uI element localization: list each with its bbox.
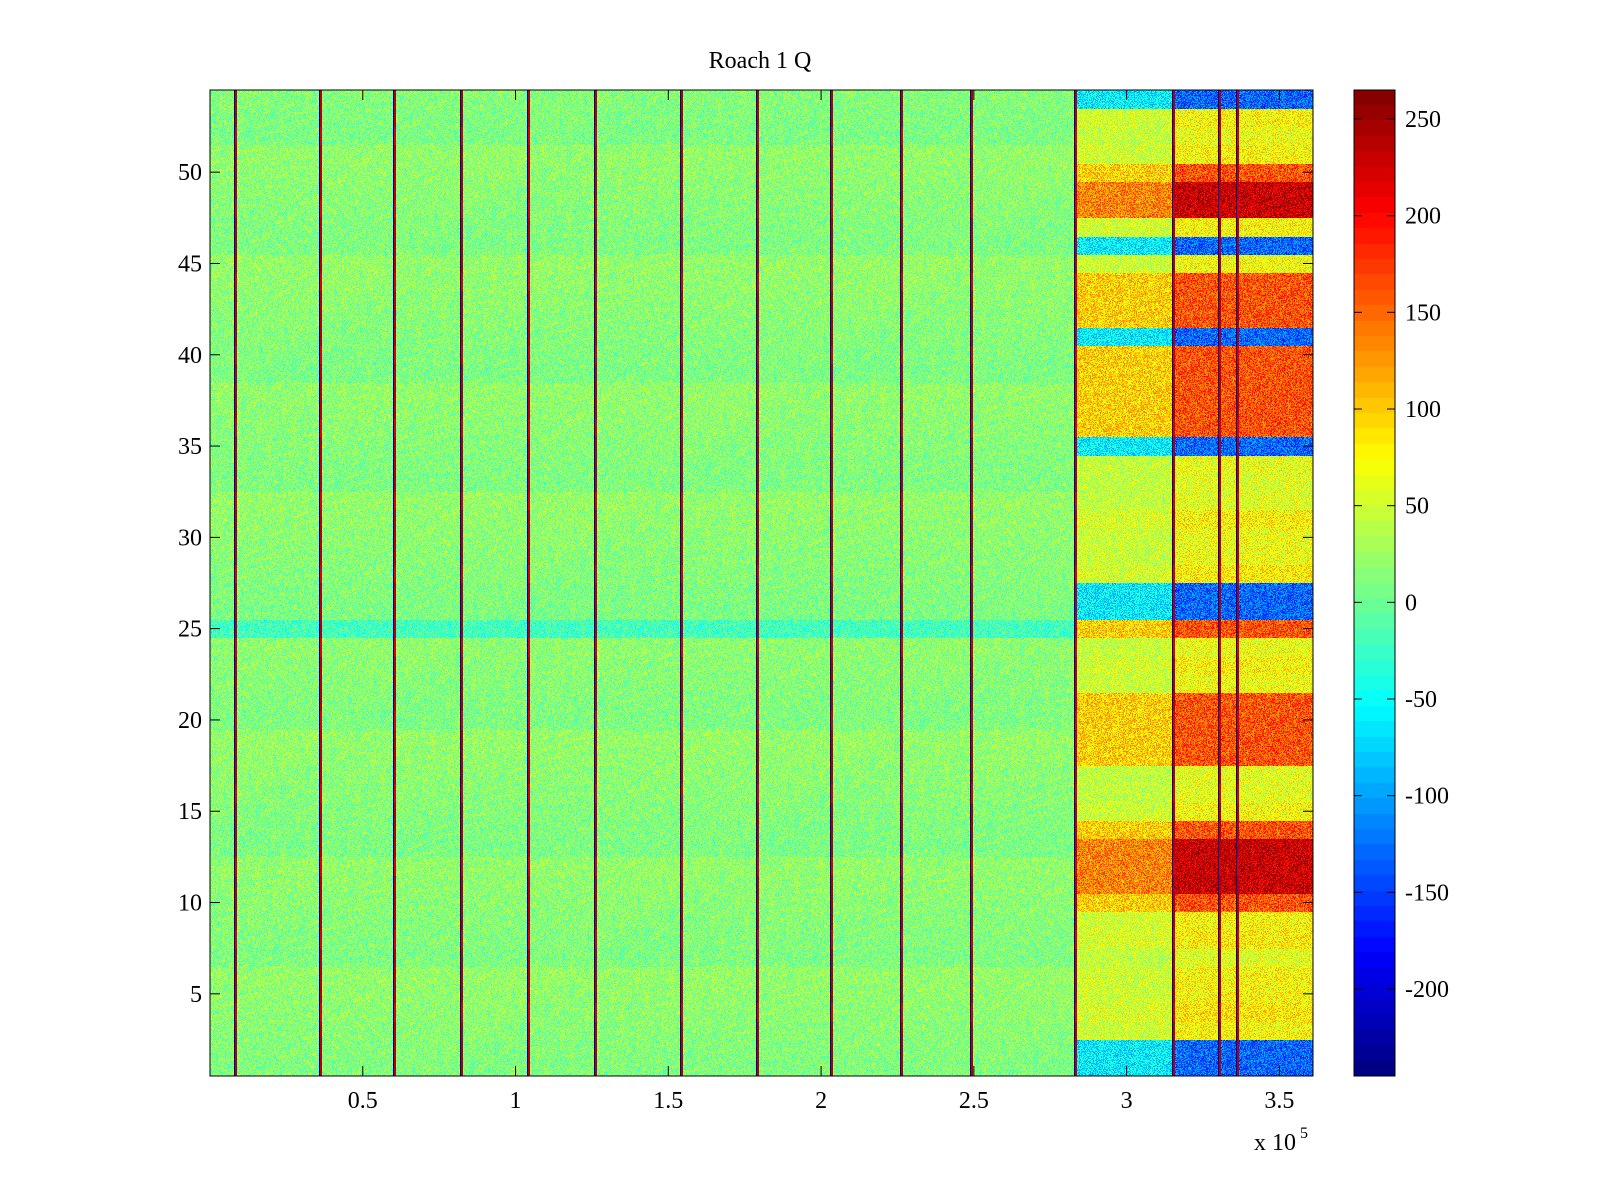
x-exponent-power: 5 bbox=[1300, 1125, 1308, 1142]
y-tick-label: 10 bbox=[178, 891, 202, 917]
colorbar-tick-label: -100 bbox=[1405, 784, 1449, 810]
colorbar-tick-label: -150 bbox=[1405, 880, 1449, 906]
y-axis-ticks: 5 10 15 20 25 30 35 40 45 50 bbox=[178, 160, 1313, 1008]
y-tick-label: 5 bbox=[190, 982, 202, 1008]
colorbar-ticks: 250 200 150 100 50 0 -50 -100 -150 -200 bbox=[1354, 107, 1449, 1003]
chart-title: Roach 1 Q bbox=[709, 48, 812, 74]
plot-frame bbox=[209, 89, 1314, 1077]
y-tick-label: 15 bbox=[178, 799, 202, 825]
colorbar-frame bbox=[1353, 89, 1396, 1077]
x-tick-label: 2 bbox=[815, 1088, 827, 1114]
y-tick-label: 45 bbox=[178, 251, 202, 277]
colorbar-tick-label: 200 bbox=[1405, 204, 1441, 230]
y-tick-label: 20 bbox=[178, 708, 202, 734]
colorbar-tick-label: 0 bbox=[1405, 590, 1417, 616]
x-tick-label: 1 bbox=[510, 1088, 522, 1114]
y-tick-label: 50 bbox=[178, 160, 202, 186]
x-tick-label: 0.5 bbox=[348, 1088, 378, 1114]
x-exponent-label: x 10 5 bbox=[1254, 1125, 1308, 1156]
colorbar-tick-label: -200 bbox=[1405, 977, 1449, 1003]
y-tick-label: 25 bbox=[178, 617, 202, 643]
x-tick-label: 3.5 bbox=[1264, 1088, 1294, 1114]
x-tick-label: 3 bbox=[1121, 1088, 1133, 1114]
x-tick-label: 1.5 bbox=[653, 1088, 683, 1114]
colorbar-tick-label: -50 bbox=[1405, 687, 1437, 713]
colorbar-tick-label: 50 bbox=[1405, 494, 1429, 520]
x-axis-ticks: 0.5 1 1.5 2 2.5 3 3.5 bbox=[348, 90, 1294, 1114]
x-tick-label: 2.5 bbox=[959, 1088, 989, 1114]
heatmap-image bbox=[210, 90, 1313, 1076]
colorbar-gradient bbox=[1354, 90, 1395, 1076]
colorbar-tick-label: 250 bbox=[1405, 107, 1441, 133]
y-tick-label: 35 bbox=[178, 434, 202, 460]
y-tick-label: 40 bbox=[178, 343, 202, 369]
colorbar-tick-label: 100 bbox=[1405, 397, 1441, 423]
x-exponent-base: x 10 bbox=[1254, 1130, 1296, 1156]
colorbar-tick-label: 150 bbox=[1405, 300, 1441, 326]
y-tick-label: 30 bbox=[178, 525, 202, 551]
